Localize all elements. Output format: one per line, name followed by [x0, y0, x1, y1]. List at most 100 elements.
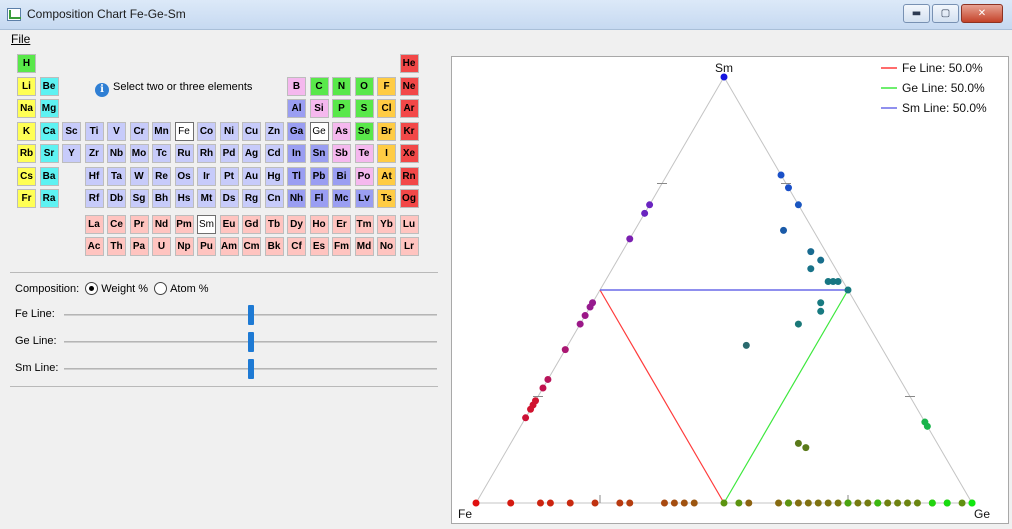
element-np[interactable]: Np	[174, 237, 194, 256]
element-na[interactable]: Na	[17, 99, 36, 118]
element-pu[interactable]: Pu	[197, 237, 216, 256]
element-rb[interactable]: Rb	[17, 144, 36, 163]
element-al[interactable]: Al	[287, 99, 306, 118]
element-v[interactable]: V	[107, 121, 126, 141]
element-ra[interactable]: Ra	[39, 189, 59, 208]
element-co[interactable]: Co	[197, 121, 216, 141]
element-n[interactable]: N	[332, 76, 351, 96]
element-os[interactable]: Os	[174, 166, 194, 186]
element-tc[interactable]: Tc	[152, 144, 171, 163]
weight-percent-label[interactable]: Weight %	[101, 282, 149, 295]
element-cn[interactable]: Cn	[264, 189, 284, 208]
element-ca[interactable]: Ca	[39, 121, 59, 141]
element-au[interactable]: Au	[242, 166, 261, 186]
element-ac[interactable]: Ac	[84, 237, 104, 256]
element-cf[interactable]: Cf	[287, 237, 306, 256]
maximize-button[interactable]: ▢	[932, 4, 959, 23]
element-eu[interactable]: Eu	[219, 214, 239, 234]
element-cs[interactable]: Cs	[17, 166, 36, 186]
element-dy[interactable]: Dy	[287, 214, 306, 234]
atom-percent-label[interactable]: Atom %	[170, 282, 209, 295]
element-bh[interactable]: Bh	[152, 189, 171, 208]
element-fr[interactable]: Fr	[17, 189, 36, 208]
element-sg[interactable]: Sg	[129, 189, 149, 208]
element-sn[interactable]: Sn	[309, 144, 329, 163]
element-f[interactable]: F	[377, 76, 396, 96]
element-hf[interactable]: Hf	[84, 166, 104, 186]
element-ga[interactable]: Ga	[287, 121, 306, 141]
element-pa[interactable]: Pa	[129, 237, 149, 256]
element-rg[interactable]: Rg	[242, 189, 261, 208]
element-at[interactable]: At	[377, 166, 396, 186]
element-pb[interactable]: Pb	[309, 166, 329, 186]
element-sr[interactable]: Sr	[39, 144, 59, 163]
sm-line-slider-thumb[interactable]	[247, 359, 254, 379]
element-o[interactable]: O	[354, 76, 374, 96]
element-am[interactable]: Am	[219, 237, 239, 256]
element-gd[interactable]: Gd	[242, 214, 261, 234]
element-cm[interactable]: Cm	[242, 237, 261, 256]
fe-line-slider-thumb[interactable]	[247, 305, 254, 325]
element-og[interactable]: Og	[399, 189, 419, 208]
element-lu[interactable]: Lu	[399, 214, 419, 234]
element-rn[interactable]: Rn	[399, 166, 419, 186]
element-zn[interactable]: Zn	[264, 121, 284, 141]
element-mn[interactable]: Mn	[152, 121, 171, 141]
element-kr[interactable]: Kr	[399, 121, 419, 141]
element-pd[interactable]: Pd	[219, 144, 239, 163]
element-te[interactable]: Te	[354, 144, 374, 163]
element-tm[interactable]: Tm	[354, 214, 374, 234]
element-po[interactable]: Po	[354, 166, 374, 186]
element-ts[interactable]: Ts	[377, 189, 396, 208]
element-no[interactable]: No	[377, 237, 396, 256]
element-s[interactable]: S	[354, 99, 374, 118]
element-fe[interactable]: Fe	[174, 121, 194, 141]
element-sb[interactable]: Sb	[332, 144, 351, 163]
element-ru[interactable]: Ru	[174, 144, 194, 163]
element-ar[interactable]: Ar	[399, 99, 419, 118]
element-si[interactable]: Si	[309, 99, 329, 118]
element-li[interactable]: Li	[17, 76, 36, 96]
element-lv[interactable]: Lv	[354, 189, 374, 208]
element-cl[interactable]: Cl	[377, 99, 396, 118]
element-ba[interactable]: Ba	[39, 166, 59, 186]
element-nd[interactable]: Nd	[152, 214, 171, 234]
element-pr[interactable]: Pr	[129, 214, 149, 234]
element-u[interactable]: U	[152, 237, 171, 256]
element-ho[interactable]: Ho	[309, 214, 329, 234]
close-button[interactable]: ✕	[961, 4, 1003, 23]
element-hg[interactable]: Hg	[264, 166, 284, 186]
element-w[interactable]: W	[129, 166, 149, 186]
element-p[interactable]: P	[332, 99, 351, 118]
element-mo[interactable]: Mo	[129, 144, 149, 163]
element-ni[interactable]: Ni	[219, 121, 239, 141]
element-be[interactable]: Be	[39, 76, 59, 96]
element-cr[interactable]: Cr	[129, 121, 149, 141]
menu-file[interactable]: File	[11, 32, 31, 46]
element-br[interactable]: Br	[377, 121, 396, 141]
element-ce[interactable]: Ce	[107, 214, 126, 234]
element-db[interactable]: Db	[107, 189, 126, 208]
ge-line-slider-thumb[interactable]	[247, 332, 254, 352]
element-i[interactable]: I	[377, 144, 396, 163]
element-tl[interactable]: Tl	[287, 166, 306, 186]
element-he[interactable]: He	[399, 54, 419, 73]
element-re[interactable]: Re	[152, 166, 171, 186]
minimize-button[interactable]: ▬	[903, 4, 930, 23]
element-se[interactable]: Se	[354, 121, 374, 141]
element-hs[interactable]: Hs	[174, 189, 194, 208]
element-la[interactable]: La	[84, 214, 104, 234]
element-ag[interactable]: Ag	[242, 144, 261, 163]
element-fm[interactable]: Fm	[332, 237, 351, 256]
element-er[interactable]: Er	[332, 214, 351, 234]
element-ti[interactable]: Ti	[84, 121, 104, 141]
element-mt[interactable]: Mt	[197, 189, 216, 208]
element-tb[interactable]: Tb	[264, 214, 284, 234]
element-pt[interactable]: Pt	[219, 166, 239, 186]
element-md[interactable]: Md	[354, 237, 374, 256]
element-rh[interactable]: Rh	[197, 144, 216, 163]
element-zr[interactable]: Zr	[84, 144, 104, 163]
element-yb[interactable]: Yb	[377, 214, 396, 234]
element-th[interactable]: Th	[107, 237, 126, 256]
element-b[interactable]: B	[287, 76, 306, 96]
